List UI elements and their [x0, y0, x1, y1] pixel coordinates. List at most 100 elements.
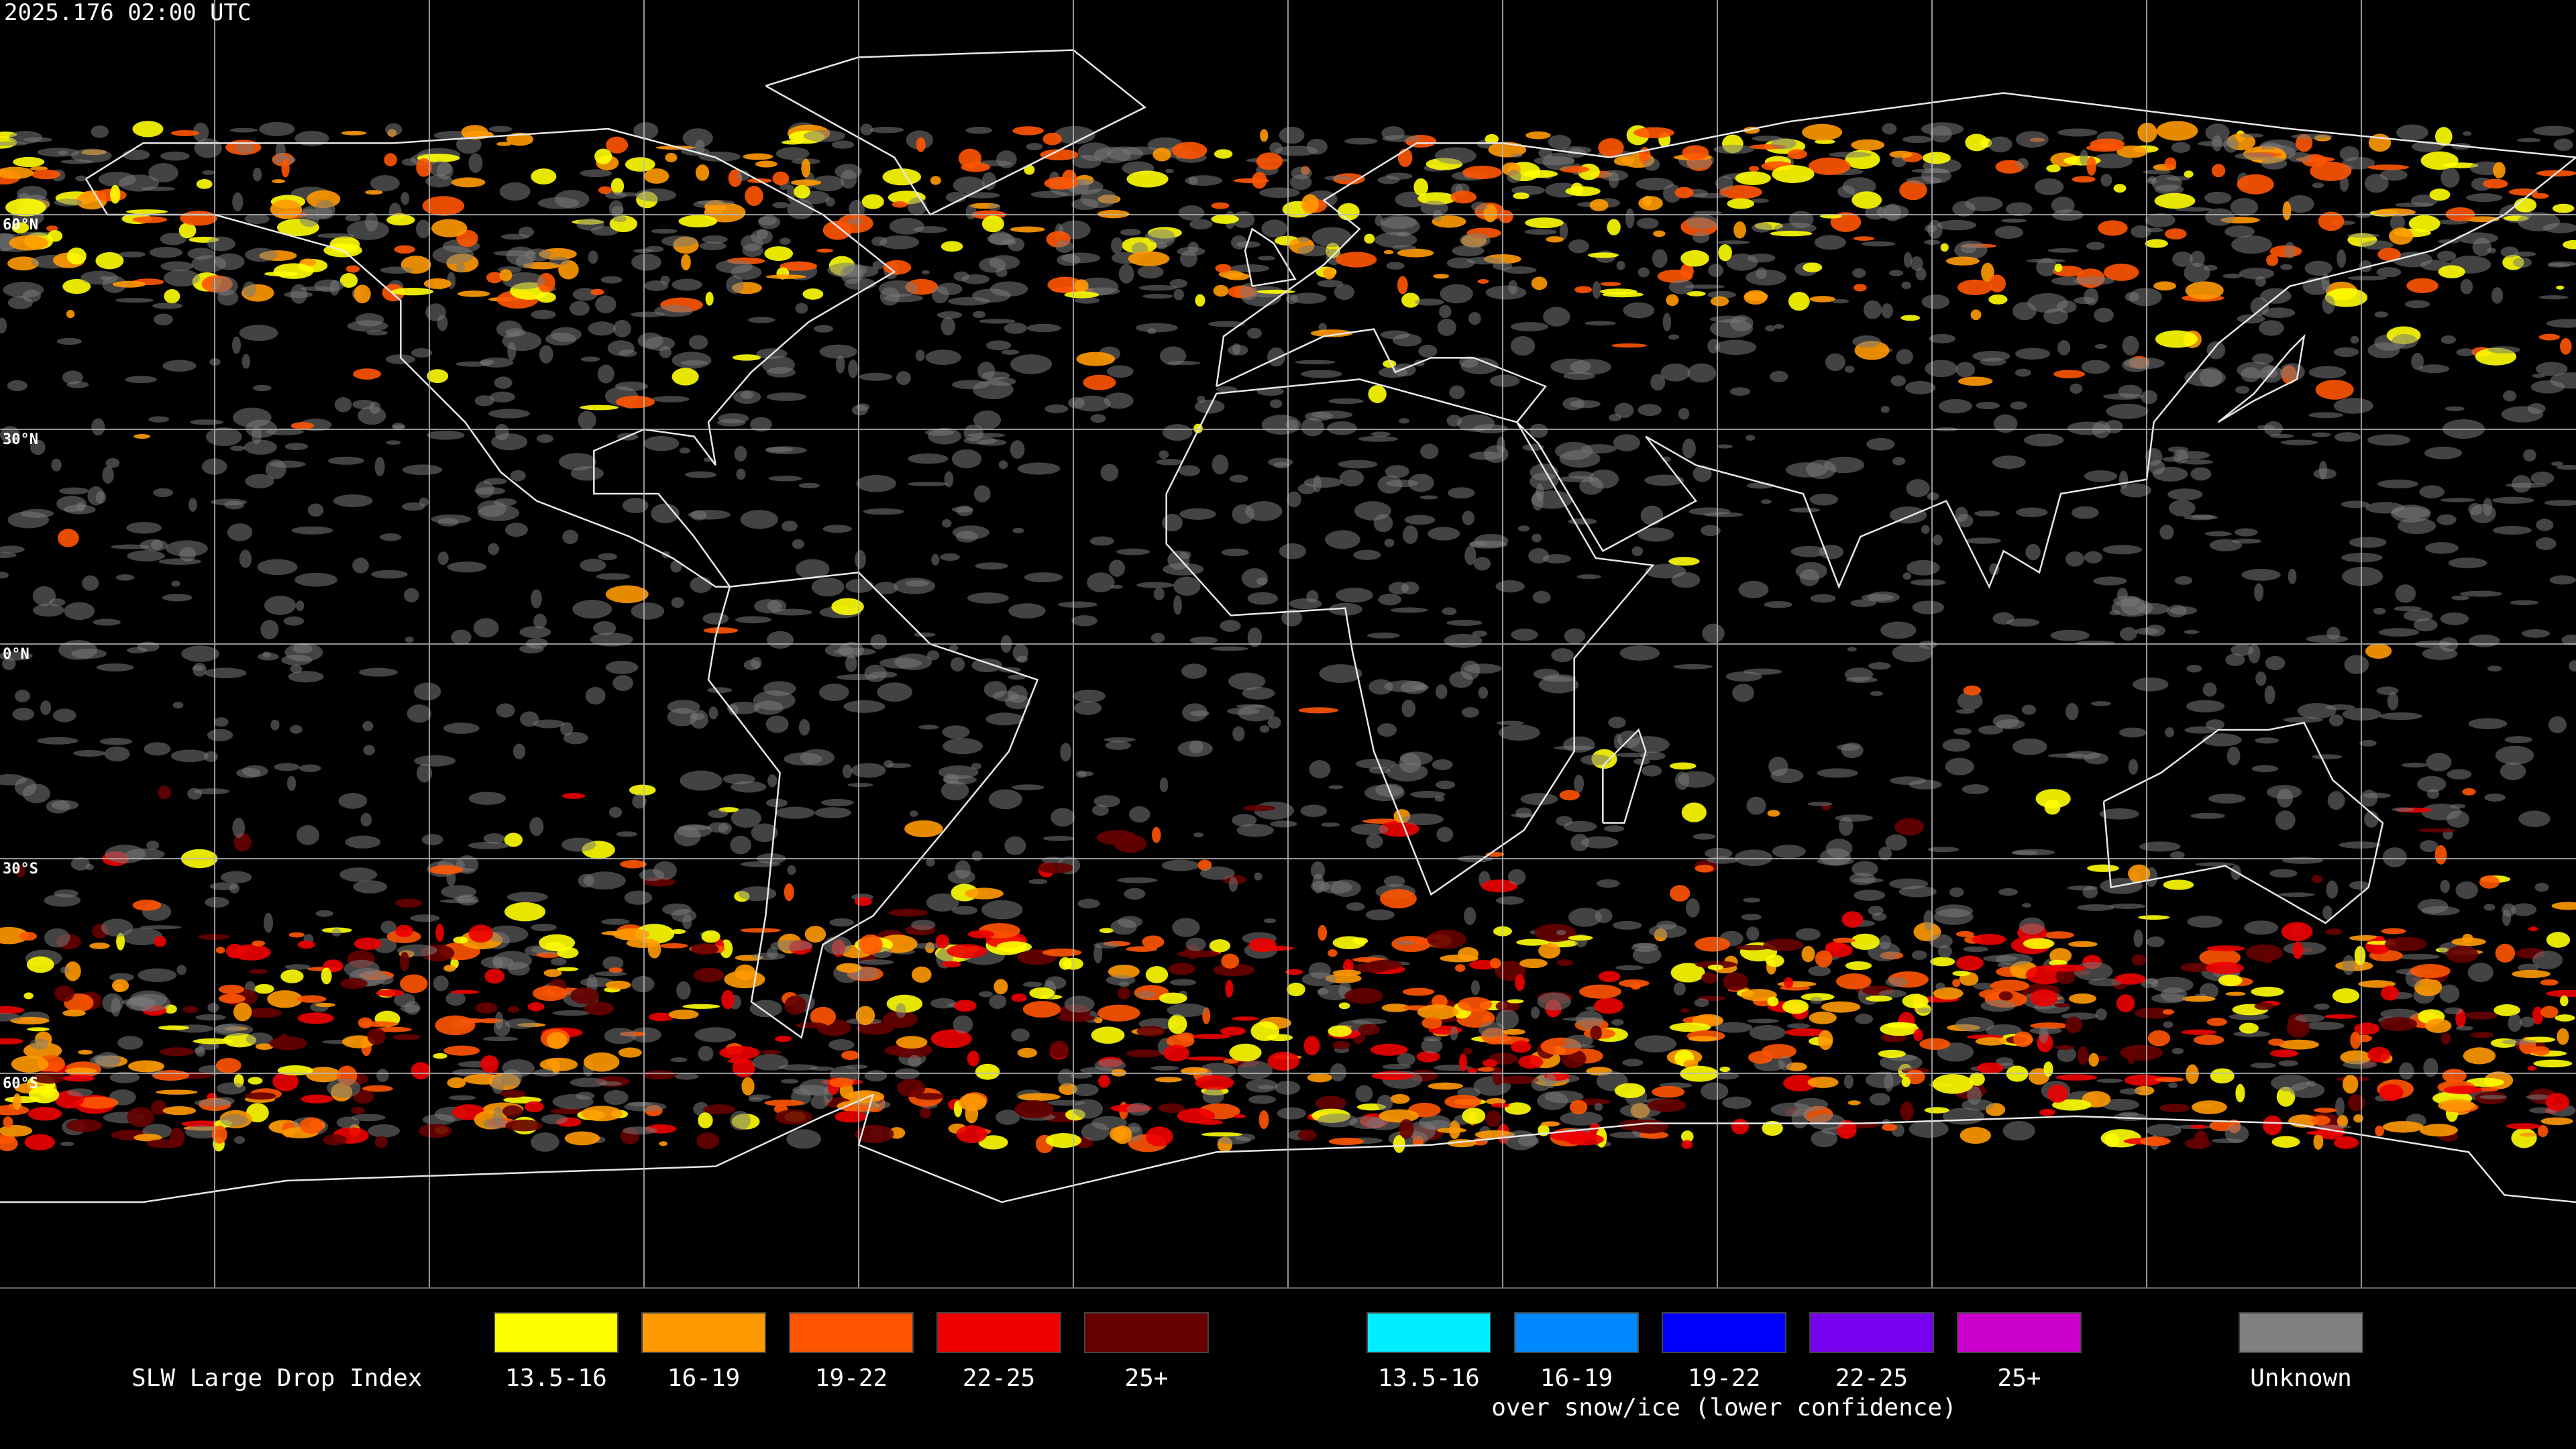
cloud-cell [2027, 292, 2068, 313]
cloud-cell [1165, 168, 1174, 174]
cloud-cell [965, 888, 1004, 900]
cloud-cell [613, 215, 627, 223]
cloud-cell [1093, 146, 1132, 164]
cloud-cell [1568, 908, 1602, 927]
cloud-cell [2053, 370, 2085, 379]
cloud-cell [651, 503, 680, 524]
cloud-cell [474, 395, 494, 407]
cloud-cell [2339, 146, 2359, 162]
cloud-cell [1809, 493, 1839, 506]
cloud-cell [2387, 692, 2399, 710]
cloud-cell [996, 1110, 1020, 1125]
cloud-cell [1382, 1063, 1411, 1070]
cloud-cell [1419, 495, 1438, 500]
cloud-cell [1955, 955, 1984, 971]
legend: SLW Large Drop Index 13.5-16 16-19 19-22 22… [131, 1312, 2363, 1421]
cloud-cell [1042, 132, 1062, 146]
cloud-cell [1767, 810, 1780, 817]
cloud-cell [2199, 948, 2241, 967]
cloud-cell [1470, 980, 1480, 996]
cloud-cell [1275, 146, 1318, 156]
cloud-cell [486, 925, 529, 943]
cloud-cell [1881, 1124, 1898, 1131]
cloud-cell [2134, 1085, 2155, 1095]
cloud-cell [690, 710, 708, 729]
cloud-cell [2204, 531, 2232, 537]
cloud-cell [427, 430, 465, 440]
cloud-cell [2469, 634, 2500, 647]
cloud-cell [2146, 936, 2165, 948]
cloud-cell [2455, 881, 2478, 900]
cloud-cell [1866, 437, 1895, 451]
cloud-cell [264, 912, 274, 933]
cloud-cell [2520, 1016, 2535, 1028]
cloud-cell [524, 1101, 544, 1113]
cloud-cell [2122, 335, 2139, 356]
cloud-cell [611, 206, 624, 216]
cloud-cell [2367, 342, 2400, 359]
cloud-cell [127, 550, 166, 561]
cloud-cell [2291, 133, 2333, 140]
legend-label: 19-22 [815, 1364, 888, 1392]
cloud-cell [2073, 961, 2113, 981]
cloud-cell [2518, 810, 2551, 827]
cloud-cell [111, 979, 129, 992]
cloud-cell [2439, 984, 2460, 1003]
cloud-cell [1688, 1036, 1718, 1042]
cloud-cell [1301, 370, 1342, 378]
cloud-cell [702, 235, 728, 244]
cloud-cell [988, 203, 1001, 211]
cloud-cell [2342, 955, 2355, 975]
cloud-cell [204, 667, 247, 679]
cloud-cell [770, 940, 813, 951]
cloud-cell [2311, 1115, 2330, 1126]
cloud-cell [1933, 534, 1943, 546]
cloud-cell [1707, 290, 1737, 299]
cloud-cell [1482, 1015, 1491, 1022]
cloud-cell [1057, 254, 1081, 266]
cloud-cell [2326, 627, 2341, 640]
cloud-cell [2147, 1030, 2171, 1046]
coastline [2217, 333, 2306, 423]
cloud-cell [552, 1010, 591, 1016]
cloud-cell [2159, 525, 2174, 540]
cloud-cell [1242, 805, 1276, 812]
cloud-cell [1477, 1067, 1497, 1072]
cloud-cell [2308, 412, 2343, 419]
cloud-cell [12, 1093, 21, 1110]
cloud-cell [1136, 990, 1155, 999]
cloud-cell [352, 557, 369, 574]
cloud-cell [1259, 187, 1300, 198]
cloud-cell [779, 237, 791, 245]
cloud-cell [2425, 542, 2459, 554]
cloud-cell [2057, 128, 2098, 137]
cloud-cell [230, 445, 246, 451]
cloud-cell [182, 1006, 199, 1014]
cloud-cell [1825, 941, 1845, 952]
cloud-cell [227, 523, 253, 541]
cloud-cell [2555, 1014, 2575, 1022]
cloud-cell [1318, 924, 1328, 941]
cloud-cell [91, 418, 105, 436]
cloud-cell [1303, 1036, 1320, 1056]
cloud-cell [1308, 962, 1332, 979]
cloud-cell [1310, 329, 1353, 337]
cloud-cell [2508, 1014, 2522, 1032]
legend-label: Unknown [2250, 1364, 2352, 1392]
cloud-cell [2500, 762, 2526, 780]
cloud-cell [1463, 1047, 1472, 1055]
cloud-cell [1912, 600, 1945, 614]
cloud-cell [171, 580, 180, 587]
cloud-cell [1399, 418, 1410, 424]
cloud-cell [2251, 765, 2279, 773]
cloud-cell [792, 539, 804, 549]
cloud-cell [1795, 928, 1821, 941]
cloud-cell [353, 880, 388, 894]
cloud-cell [2013, 1031, 2033, 1047]
cloud-cell [447, 561, 487, 573]
cloud-cell [2046, 164, 2061, 172]
cloud-cell [2314, 1003, 2330, 1010]
cloud-cell [883, 760, 894, 768]
cloud-cell [2026, 258, 2065, 263]
cloud-cell [1955, 362, 1975, 378]
